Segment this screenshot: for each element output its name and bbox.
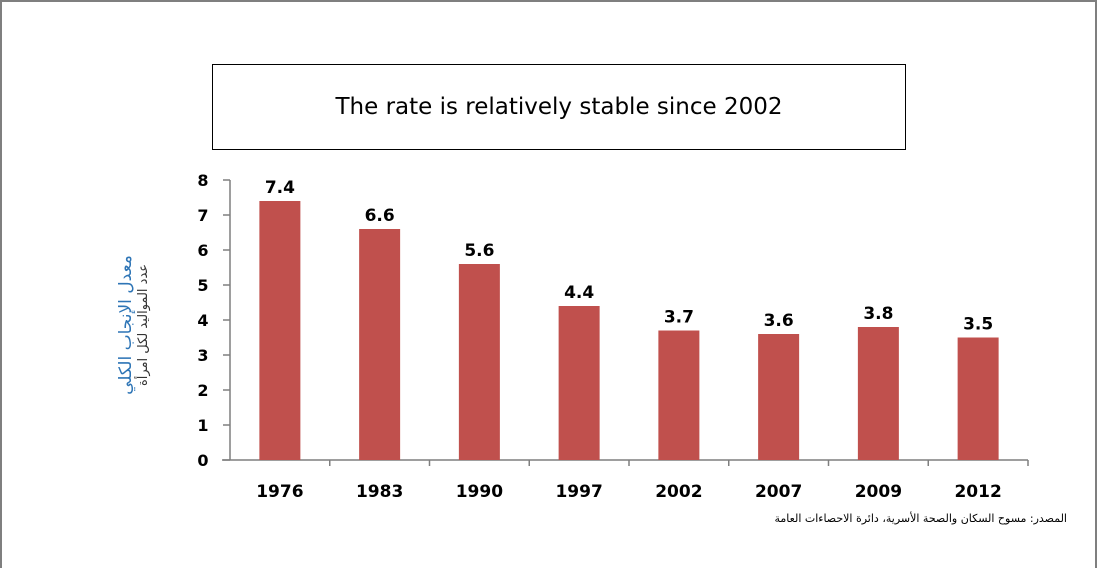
x-tick-label: 2002: [655, 482, 702, 502]
x-tick-label: 1990: [456, 482, 503, 502]
bar: [658, 330, 700, 460]
data-label: 3.5: [963, 315, 993, 335]
x-tick-label: 1997: [555, 482, 602, 502]
data-label: 4.4: [564, 283, 594, 303]
data-label: 3.8: [863, 304, 893, 324]
y-tick-label: 6: [197, 241, 208, 260]
data-label: 5.6: [464, 241, 494, 261]
y-tick-label: 5: [197, 276, 208, 295]
data-label: 3.7: [664, 308, 694, 328]
chart-title: The rate is relatively stable since 2002: [212, 64, 906, 150]
x-tick-label: 1976: [256, 482, 303, 502]
data-label: 6.6: [365, 206, 395, 226]
source-note: المصدر: مسوح السكان والصحة الأسرية، دائر…: [774, 512, 1067, 525]
bar: [758, 334, 800, 460]
y-tick-label: 1: [197, 416, 208, 435]
y-tick-label: 2: [197, 381, 208, 400]
bar: [957, 337, 999, 460]
bar: [857, 327, 899, 460]
y-tick-label: 8: [197, 171, 208, 190]
y-tick-label: 4: [197, 311, 208, 330]
bar: [558, 306, 600, 460]
x-tick-label: 2009: [855, 482, 902, 502]
data-label: 3.6: [764, 311, 794, 331]
bar: [458, 264, 500, 460]
y-tick-label: 7: [197, 206, 208, 225]
x-tick-label: 1983: [356, 482, 403, 502]
y-tick-label: 0: [197, 451, 208, 470]
y-tick-label: 3: [197, 346, 208, 365]
bar: [259, 201, 301, 460]
x-tick-label: 2007: [755, 482, 802, 502]
data-label: 7.4: [265, 178, 295, 198]
x-tick-label: 2012: [954, 482, 1001, 502]
bar: [359, 229, 401, 460]
